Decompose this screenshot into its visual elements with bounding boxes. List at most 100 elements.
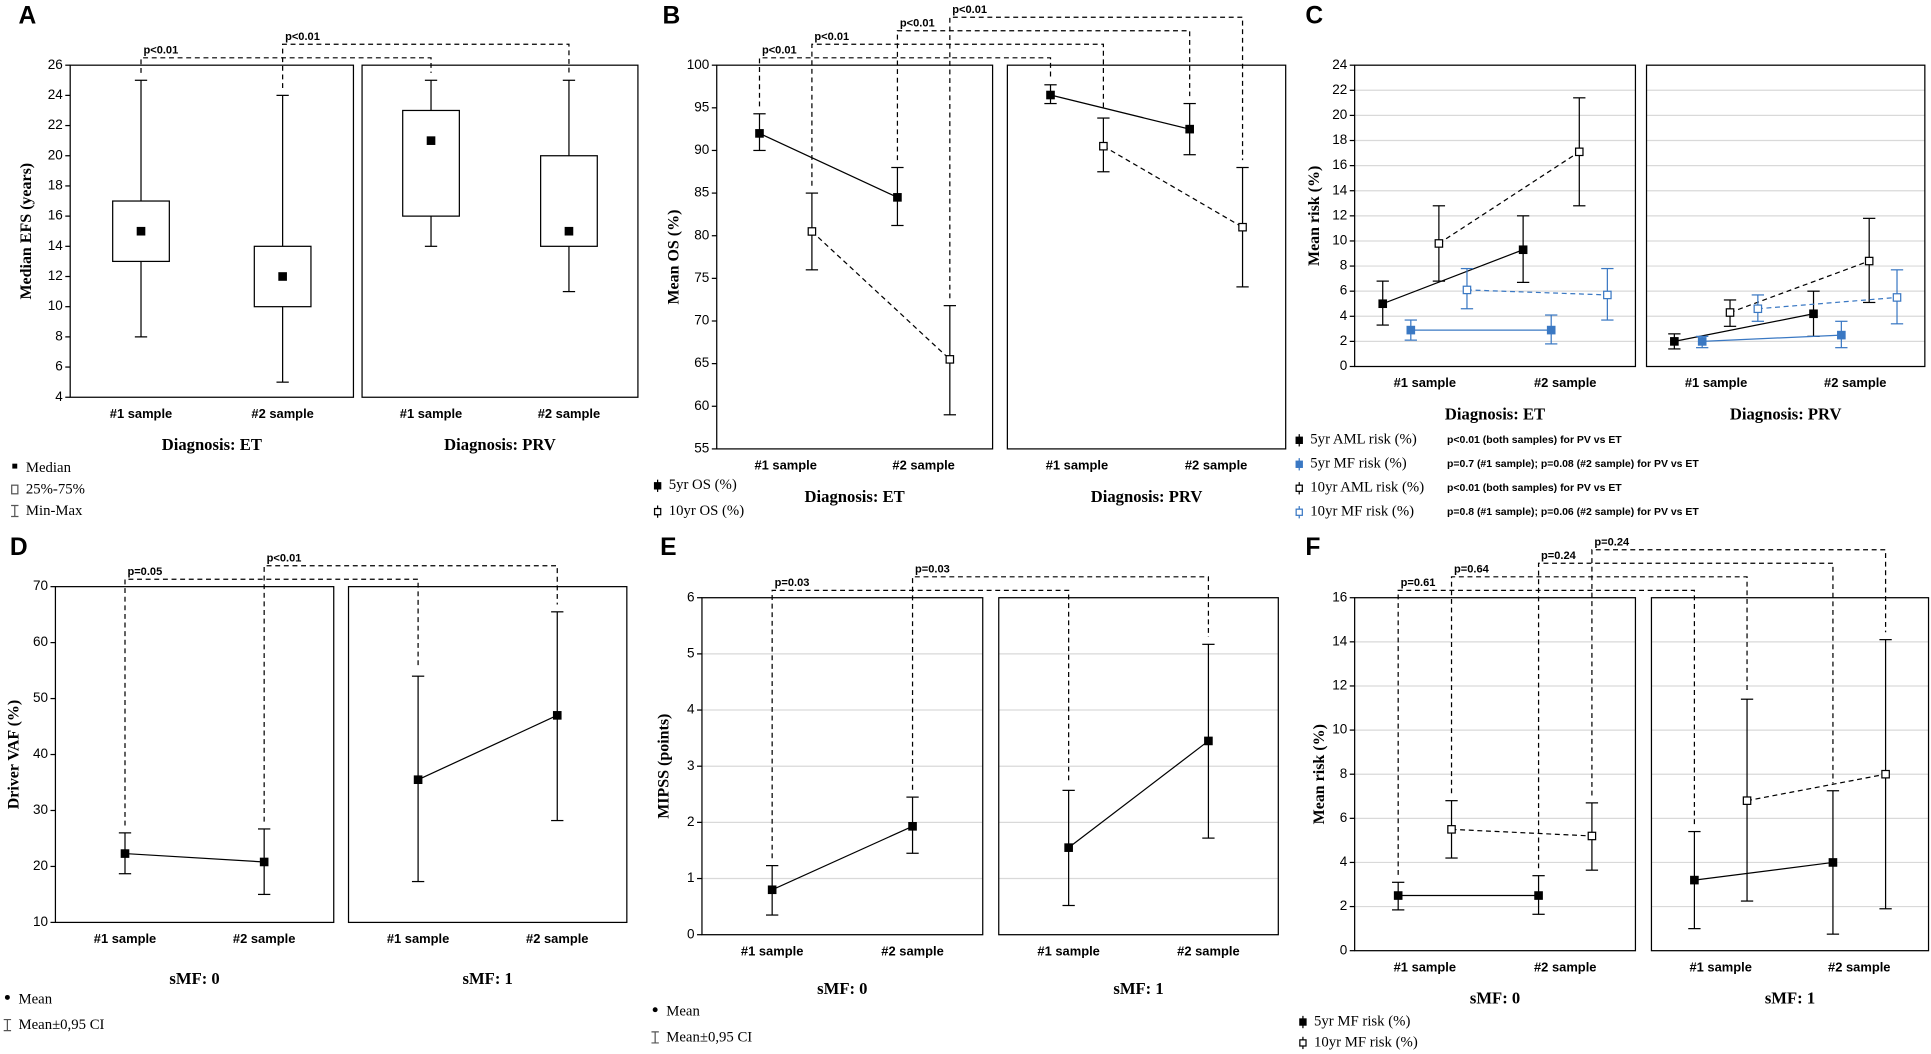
significance-bracket	[282, 43, 570, 88]
y-tick-label: 30	[33, 802, 48, 817]
series-line	[1103, 145, 1243, 228]
facet-title: Diagnosis: ET	[1445, 405, 1545, 424]
marker	[1204, 736, 1213, 746]
x-tick-label: #2 sample	[1534, 375, 1596, 390]
marker	[1534, 891, 1543, 900]
x-tick-label: #1 sample	[1394, 959, 1456, 974]
marker	[564, 226, 574, 236]
y-tick-label: 60	[33, 634, 48, 649]
y-tick-label: 24	[48, 87, 64, 102]
series-line	[771, 825, 913, 891]
legend-label: 25%-75%	[26, 482, 85, 498]
legend-marker	[652, 1007, 658, 1013]
y-tick-label: 70	[694, 313, 709, 328]
x-tick-label: #2 sample	[526, 931, 588, 946]
series-line	[1068, 740, 1209, 849]
panel-letter: D	[10, 534, 28, 561]
marker	[1725, 308, 1735, 317]
significance-bracket	[263, 565, 558, 822]
marker	[1837, 330, 1846, 340]
p-value: p<0.01	[952, 4, 987, 16]
p-value: p=0.64	[1454, 563, 1490, 575]
x-tick-label: #1 sample	[754, 458, 816, 473]
legend-bar	[651, 1031, 659, 1044]
y-tick-label: 22	[48, 117, 63, 132]
marker	[1518, 245, 1528, 255]
marker	[1603, 290, 1612, 300]
p-value: p<0.01	[900, 17, 935, 29]
significance-bracket	[949, 16, 1244, 299]
y-tick-label: 4	[1340, 854, 1348, 869]
y-tick-label: 16	[1332, 589, 1347, 604]
significance-bracket	[811, 43, 1105, 186]
x-tick-label: #1 sample	[1689, 959, 1751, 974]
y-tick-label: 40	[33, 746, 48, 761]
x-tick-label: #1 sample	[1394, 375, 1456, 390]
p-value: p=0.24	[1541, 550, 1577, 562]
p-value: p<0.01	[143, 44, 178, 56]
plot-frame	[54, 586, 335, 924]
series-line	[124, 852, 265, 863]
p-value: p<0.01	[267, 552, 302, 564]
marker	[278, 272, 287, 281]
legend-label: 10yr AML risk (%)	[1310, 480, 1424, 496]
marker	[1447, 825, 1456, 834]
series-line	[1729, 260, 1870, 314]
p-value: p=0.03	[775, 577, 810, 589]
x-tick-label: #2 sample	[1824, 375, 1886, 390]
x-tick-label: #1 sample	[387, 931, 449, 946]
legend-note: p<0.01 (both samples) for PV vs ET	[1447, 435, 1622, 446]
marker	[1406, 325, 1416, 335]
x-tick-label: #2 sample	[1534, 959, 1596, 974]
y-tick-label: 8	[1340, 258, 1348, 273]
y-tick-label: 65	[694, 355, 709, 370]
marker	[1099, 141, 1108, 151]
series-line	[1466, 289, 1608, 296]
plot-frame	[69, 64, 355, 398]
y-tick-label: 20	[48, 147, 63, 162]
x-tick-label: #2 sample	[1177, 943, 1239, 958]
x-tick-label: #1 sample	[1046, 458, 1108, 473]
y-tick-label: 70	[33, 578, 48, 593]
marker	[1892, 293, 1902, 302]
significance-bracket	[1537, 562, 1834, 869]
series-line	[1746, 773, 1886, 802]
legend-marker	[1299, 1018, 1307, 1026]
marker	[1742, 796, 1752, 805]
x-tick-label: #2 sample	[233, 931, 295, 946]
facet-title: Diagnosis: ET	[162, 435, 262, 454]
legend-label: Median	[26, 460, 72, 476]
legend-bar	[11, 504, 19, 518]
marker	[1574, 147, 1584, 157]
y-tick-label: 2	[1340, 333, 1348, 348]
plot-frame	[701, 597, 984, 936]
x-tick-label: #1 sample	[1037, 943, 1099, 958]
y-tick-label: 55	[694, 440, 709, 455]
y-tick-label: 90	[694, 142, 709, 157]
series-line	[1694, 861, 1834, 881]
facet-title: sMF: 1	[463, 969, 513, 988]
y-tick-label: 14	[48, 238, 64, 253]
legend-marker	[1295, 460, 1303, 468]
box	[402, 109, 460, 217]
y-tick-label: 12	[1332, 207, 1347, 222]
marker	[1697, 337, 1707, 346]
y-tick-label: 85	[694, 185, 709, 200]
y-tick-label: 1	[687, 870, 695, 885]
y-tick-label: 4	[55, 389, 63, 404]
y-tick-label: 6	[55, 359, 63, 374]
y-tick-label: 5	[687, 645, 695, 660]
plot-frame	[1354, 64, 1637, 368]
y-tick-label: 10	[48, 298, 63, 313]
facet-title: sMF: 0	[817, 979, 867, 998]
p-value: p<0.01	[285, 31, 320, 43]
marker	[755, 129, 764, 138]
facet-title: Diagnosis: PRV	[1730, 405, 1842, 424]
marker	[767, 885, 777, 895]
marker	[1670, 337, 1679, 346]
facet-title: Diagnosis: PRV	[444, 435, 556, 454]
plot-frame	[1354, 597, 1637, 952]
marker	[1864, 256, 1874, 266]
y-tick-label: 24	[1332, 57, 1348, 72]
y-axis-label: MIPSS (points)	[656, 714, 673, 819]
